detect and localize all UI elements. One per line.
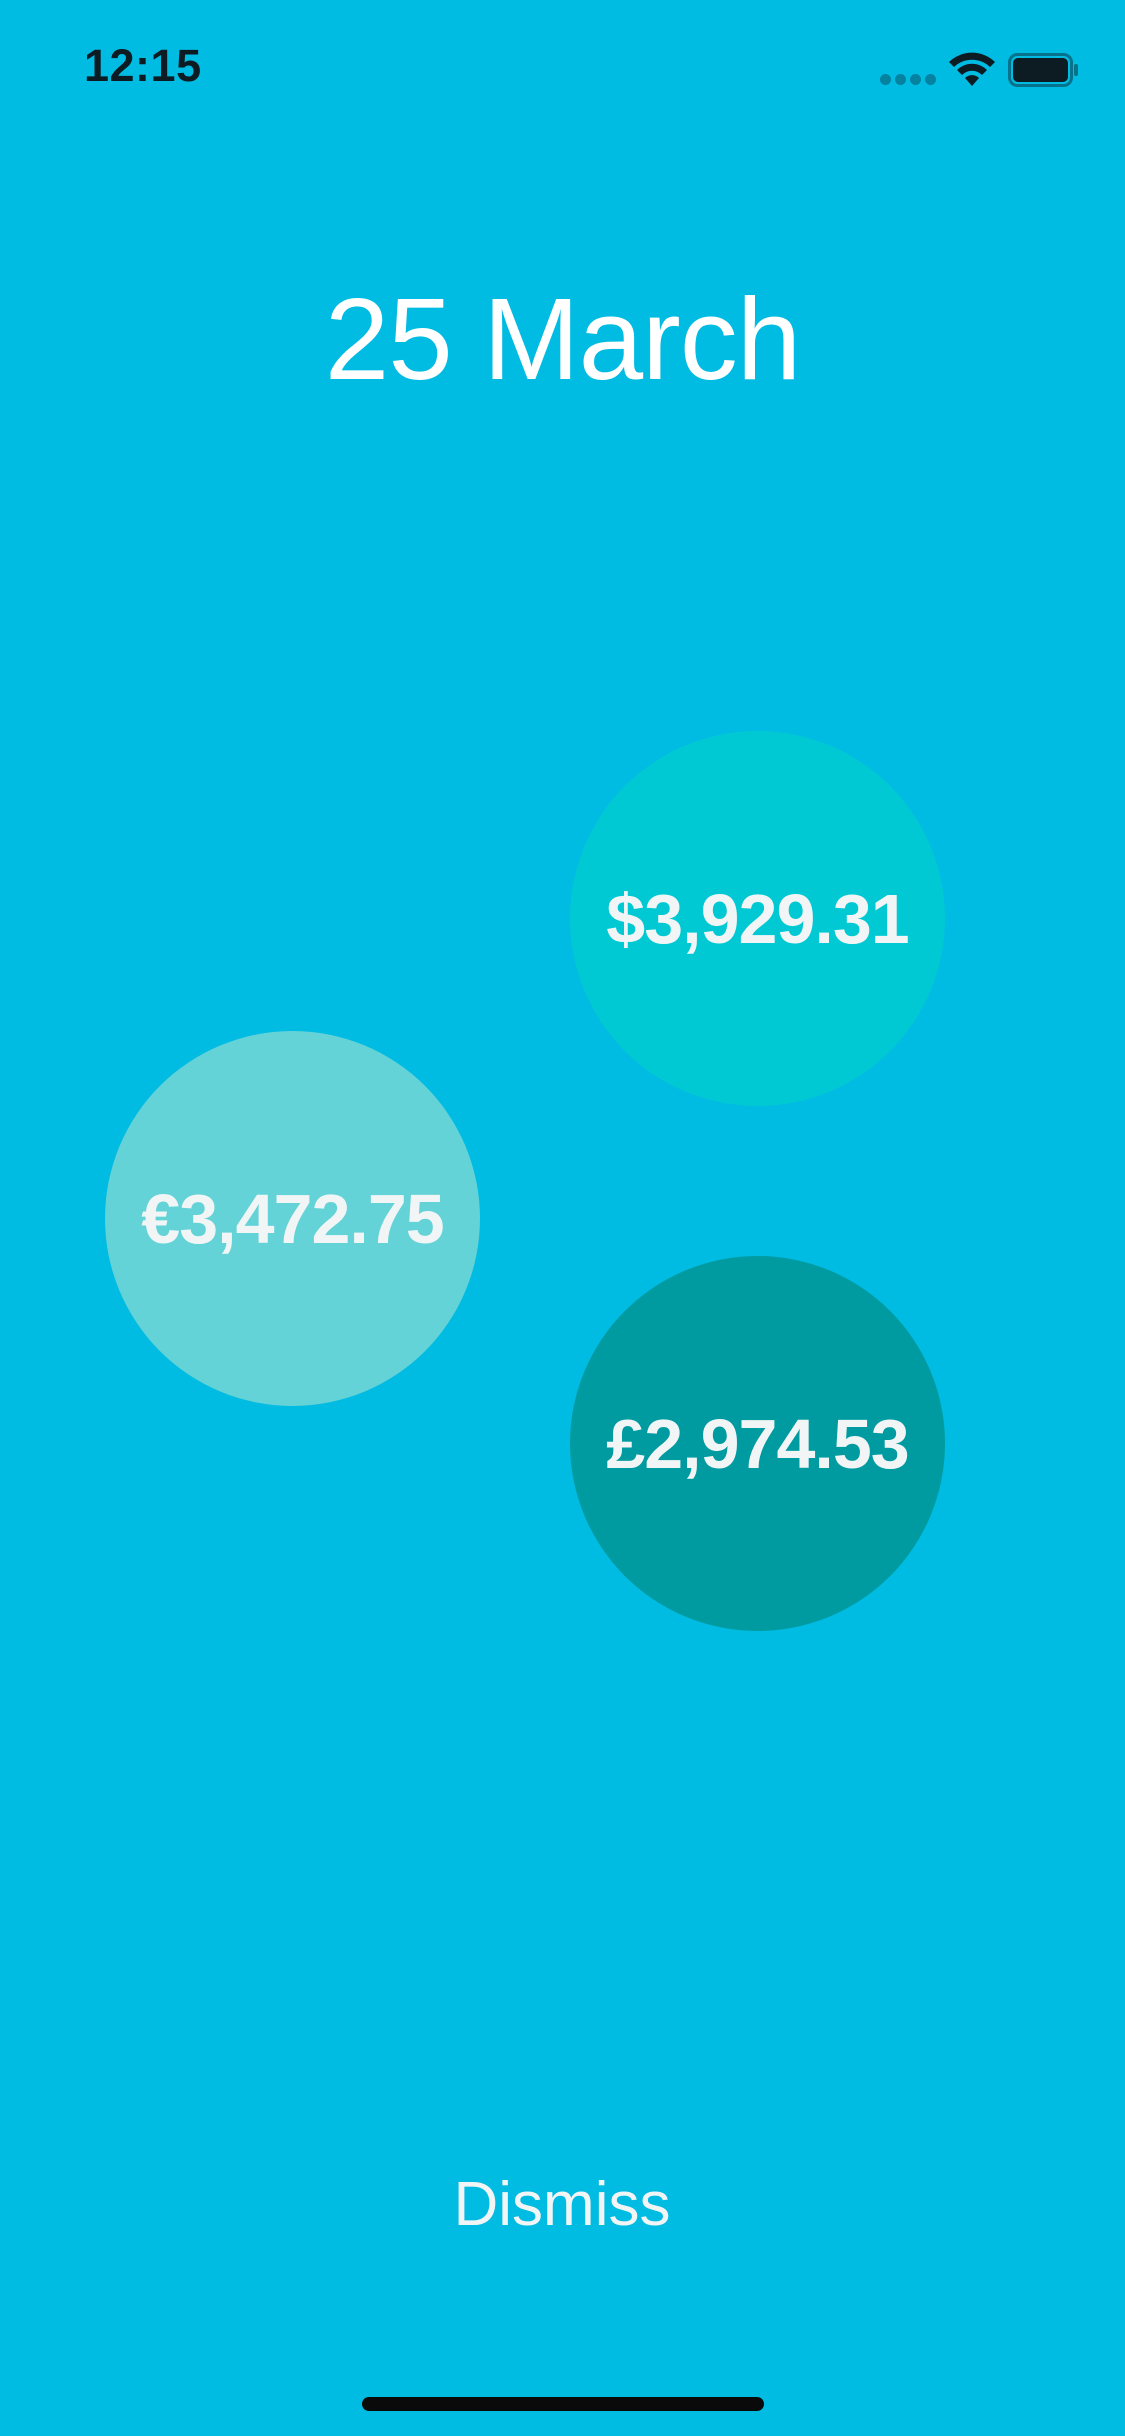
status-time: 12:15 (84, 40, 202, 91)
wifi-icon (949, 52, 995, 86)
usd-amount-label: $3,929.31 (606, 879, 909, 958)
home-indicator[interactable] (362, 2397, 764, 2411)
battery-icon (1008, 53, 1078, 87)
gbp-amount-label: £2,974.53 (606, 1404, 909, 1483)
signal-dots-icon (880, 74, 936, 86)
gbp-amount-bubble[interactable]: £2,974.53 (570, 1256, 945, 1631)
usd-amount-bubble[interactable]: $3,929.31 (570, 731, 945, 1106)
date-title: 25 March (324, 274, 802, 404)
eur-amount-bubble[interactable]: €3,472.75 (105, 1031, 480, 1406)
dismiss-button[interactable]: Dismiss (453, 2170, 671, 2239)
eur-amount-label: €3,472.75 (141, 1179, 444, 1258)
status-bar: 12:15 (0, 0, 1125, 140)
